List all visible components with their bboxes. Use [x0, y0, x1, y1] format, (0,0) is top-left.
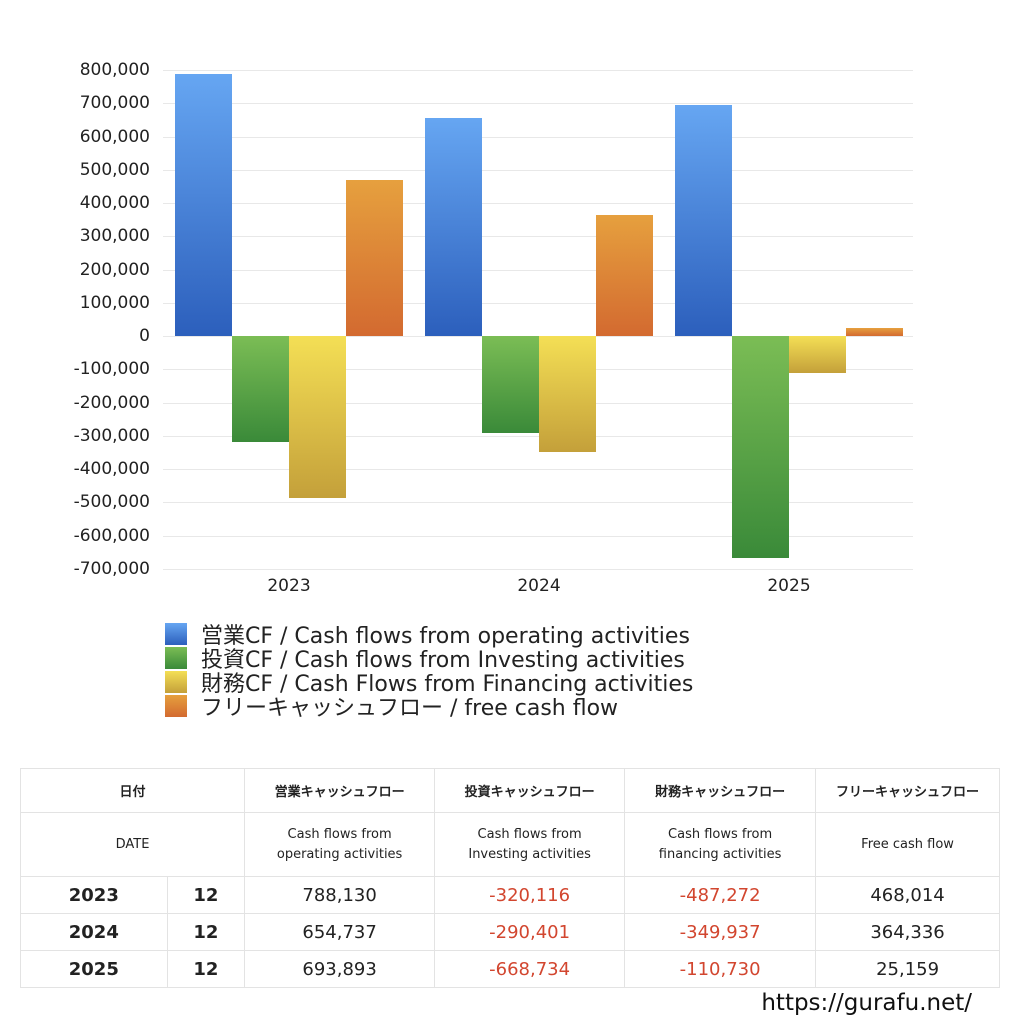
- gridline: [163, 303, 913, 304]
- y-tick-label: 400,000: [79, 193, 150, 213]
- y-tick-label: 200,000: [79, 259, 150, 280]
- bar-2025-series-1: [732, 336, 789, 559]
- gridline: [163, 170, 913, 171]
- header-financing-en: Cash flows from financing activities: [624, 812, 817, 877]
- gridline: [163, 536, 913, 537]
- cell-year: 2024: [20, 913, 168, 951]
- header-operating-en: Cash flows from operating activities: [244, 812, 436, 877]
- cell-free: 468,014: [815, 876, 1000, 914]
- legend-swatch-icon: [165, 695, 187, 717]
- gridline: [163, 137, 913, 138]
- legend-label: 財務CF / Cash Flows from Financing activit…: [201, 672, 694, 697]
- x-tick-label: 2024: [517, 576, 561, 596]
- cell-year: 2025: [20, 950, 168, 988]
- cell-investing: -668,734: [434, 950, 626, 988]
- legend-item: フリーキャッシュフロー / free cash flow: [165, 694, 693, 721]
- y-tick-label: 300,000: [79, 226, 150, 247]
- cell-financing: -487,272: [624, 876, 817, 914]
- cash-flow-table: 日付 営業キャッシュフロー 投資キャッシュフロー 財務キャッシュフロー フリーキ…: [19, 768, 1000, 988]
- legend-item: 投資CF / Cash flows from Investing activit…: [165, 646, 693, 673]
- gridline: [163, 270, 913, 271]
- bar-2025-series-3: [846, 327, 903, 336]
- source-url: https://gurafu.net/: [761, 990, 972, 1016]
- y-tick-label: -700,000: [73, 558, 150, 579]
- table-row: 2023 12 788,130 -320,116 -487,272 468,014: [20, 876, 1000, 914]
- bar-2025-series-0: [675, 105, 732, 336]
- bar-2024-series-3: [596, 214, 653, 336]
- y-tick-label: 100,000: [79, 292, 150, 313]
- legend-swatch-icon: [165, 647, 187, 669]
- gridline: [163, 502, 913, 503]
- header-free-jp: フリーキャッシュフロー: [815, 768, 1000, 813]
- legend-item: 財務CF / Cash Flows from Financing activit…: [165, 670, 693, 697]
- cell-year: 2023: [20, 876, 168, 914]
- y-tick-label: -300,000: [73, 425, 150, 446]
- header-financing-jp: 財務キャッシュフロー: [624, 768, 817, 813]
- gridline: [163, 436, 913, 437]
- cell-financing: -110,730: [624, 950, 817, 988]
- y-tick-label: -400,000: [73, 459, 150, 479]
- legend-label: フリーキャッシュフロー / free cash flow: [201, 696, 619, 721]
- cell-month: 12: [166, 913, 246, 951]
- legend: 営業CF / Cash flows from operating activit…: [165, 622, 693, 721]
- y-tick-label: 500,000: [79, 159, 150, 180]
- y-tick-label: -600,000: [73, 525, 150, 546]
- gridline: [163, 236, 913, 237]
- legend-swatch-icon: [165, 671, 187, 693]
- table-row: 2025 12 693,893 -668,734 -110,730 25,159: [20, 950, 1000, 988]
- header-investing-en: Cash flows from Investing activities: [434, 812, 626, 877]
- x-tick-label: 2023: [267, 576, 311, 596]
- cell-month: 12: [166, 950, 246, 988]
- header-date-en: DATE: [19, 812, 246, 877]
- legend-swatch-icon: [165, 623, 187, 645]
- header-operating-jp: 営業キャッシュフロー: [244, 768, 436, 813]
- header-date-jp: 日付: [19, 768, 246, 813]
- bar-2024-series-2: [539, 336, 596, 453]
- header-investing-jp: 投資キャッシュフロー: [434, 768, 626, 813]
- header-financing-en-text: Cash flows from financing activities: [658, 826, 782, 862]
- legend-label: 投資CF / Cash flows from Investing activit…: [201, 648, 685, 673]
- y-tick-label: 0: [139, 326, 150, 346]
- cell-operating: 693,893: [244, 950, 436, 988]
- legend-label: 営業CF / Cash flows from operating activit…: [201, 624, 690, 649]
- gridline: [163, 70, 913, 71]
- y-tick-label: 700,000: [79, 93, 150, 114]
- cell-month: 12: [166, 876, 246, 914]
- cell-free: 364,336: [815, 913, 1000, 951]
- header-row-en: DATE Cash flows from operating activitie…: [19, 812, 1000, 877]
- bar-2023-series-3: [346, 180, 403, 336]
- legend-item: 営業CF / Cash flows from operating activit…: [165, 622, 693, 649]
- header-row-jp: 日付 営業キャッシュフロー 投資キャッシュフロー 財務キャッシュフロー フリーキ…: [19, 768, 1000, 813]
- header-operating-en-text: Cash flows from operating activities: [276, 826, 403, 862]
- bar-2025-series-2: [789, 336, 846, 373]
- y-tick-label: -200,000: [73, 392, 150, 413]
- y-tick-label: -100,000: [73, 359, 150, 380]
- gridline: [163, 469, 913, 470]
- cell-free: 25,159: [815, 950, 1000, 988]
- header-investing-en-text: Cash flows from Investing activities: [468, 826, 591, 862]
- table-row: 2024 12 654,737 -290,401 -349,937 364,336: [20, 913, 1000, 951]
- cell-investing: -290,401: [434, 913, 626, 951]
- header-free-en: Free cash flow: [815, 812, 1000, 877]
- cell-investing: -320,116: [434, 876, 626, 914]
- y-tick-label: -500,000: [73, 492, 150, 513]
- gridline: [163, 103, 913, 104]
- bar-2023-series-2: [289, 336, 346, 499]
- cell-financing: -349,937: [624, 913, 817, 951]
- bar-2024-series-0: [425, 118, 482, 336]
- bar-2023-series-1: [232, 336, 289, 443]
- cell-operating: 788,130: [244, 876, 436, 914]
- bar-2023-series-0: [175, 73, 232, 336]
- cash-flow-bar-chart: 800,000 700,000 600,000 500,000 400,000 300,0…: [73, 60, 913, 596]
- gridline: [163, 569, 913, 570]
- y-tick-label: 800,000: [79, 60, 150, 80]
- x-tick-label: 2025: [767, 576, 811, 596]
- y-tick-label: 600,000: [79, 126, 150, 147]
- bar-2024-series-1: [482, 336, 539, 433]
- cell-operating: 654,737: [244, 913, 436, 951]
- gridline: [163, 203, 913, 204]
